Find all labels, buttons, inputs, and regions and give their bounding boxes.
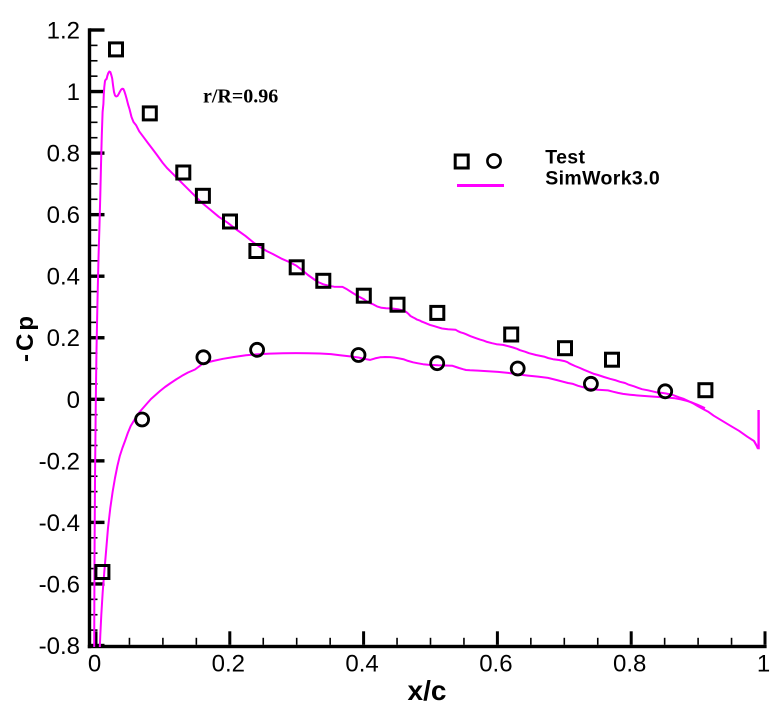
- svg-text:-0.8: -0.8: [39, 633, 80, 660]
- svg-text:1: 1: [757, 651, 770, 678]
- svg-text:1.2: 1.2: [47, 18, 80, 45]
- svg-text:0.8: 0.8: [47, 141, 80, 168]
- svg-text:-0.2: -0.2: [39, 448, 80, 475]
- svg-text:0.4: 0.4: [47, 264, 80, 291]
- svg-text:0.4: 0.4: [345, 651, 378, 678]
- svg-text:Test: Test: [545, 147, 585, 169]
- svg-text:-0.4: -0.4: [39, 510, 80, 537]
- svg-text:0: 0: [67, 387, 80, 414]
- svg-text:0: 0: [88, 651, 101, 678]
- svg-text:x/c: x/c: [408, 675, 447, 706]
- svg-text:0.2: 0.2: [47, 325, 80, 352]
- svg-text:r/R=0.96: r/R=0.96: [203, 86, 278, 108]
- svg-text:1: 1: [67, 79, 80, 106]
- svg-text:-0.6: -0.6: [39, 571, 80, 598]
- svg-text:0.8: 0.8: [613, 651, 646, 678]
- svg-text:-Cp: -Cp: [12, 313, 39, 362]
- svg-text:SimWork3.0: SimWork3.0: [545, 168, 660, 190]
- svg-text:0.6: 0.6: [479, 651, 512, 678]
- svg-text:0.6: 0.6: [47, 202, 80, 229]
- svg-text:0.2: 0.2: [212, 651, 245, 678]
